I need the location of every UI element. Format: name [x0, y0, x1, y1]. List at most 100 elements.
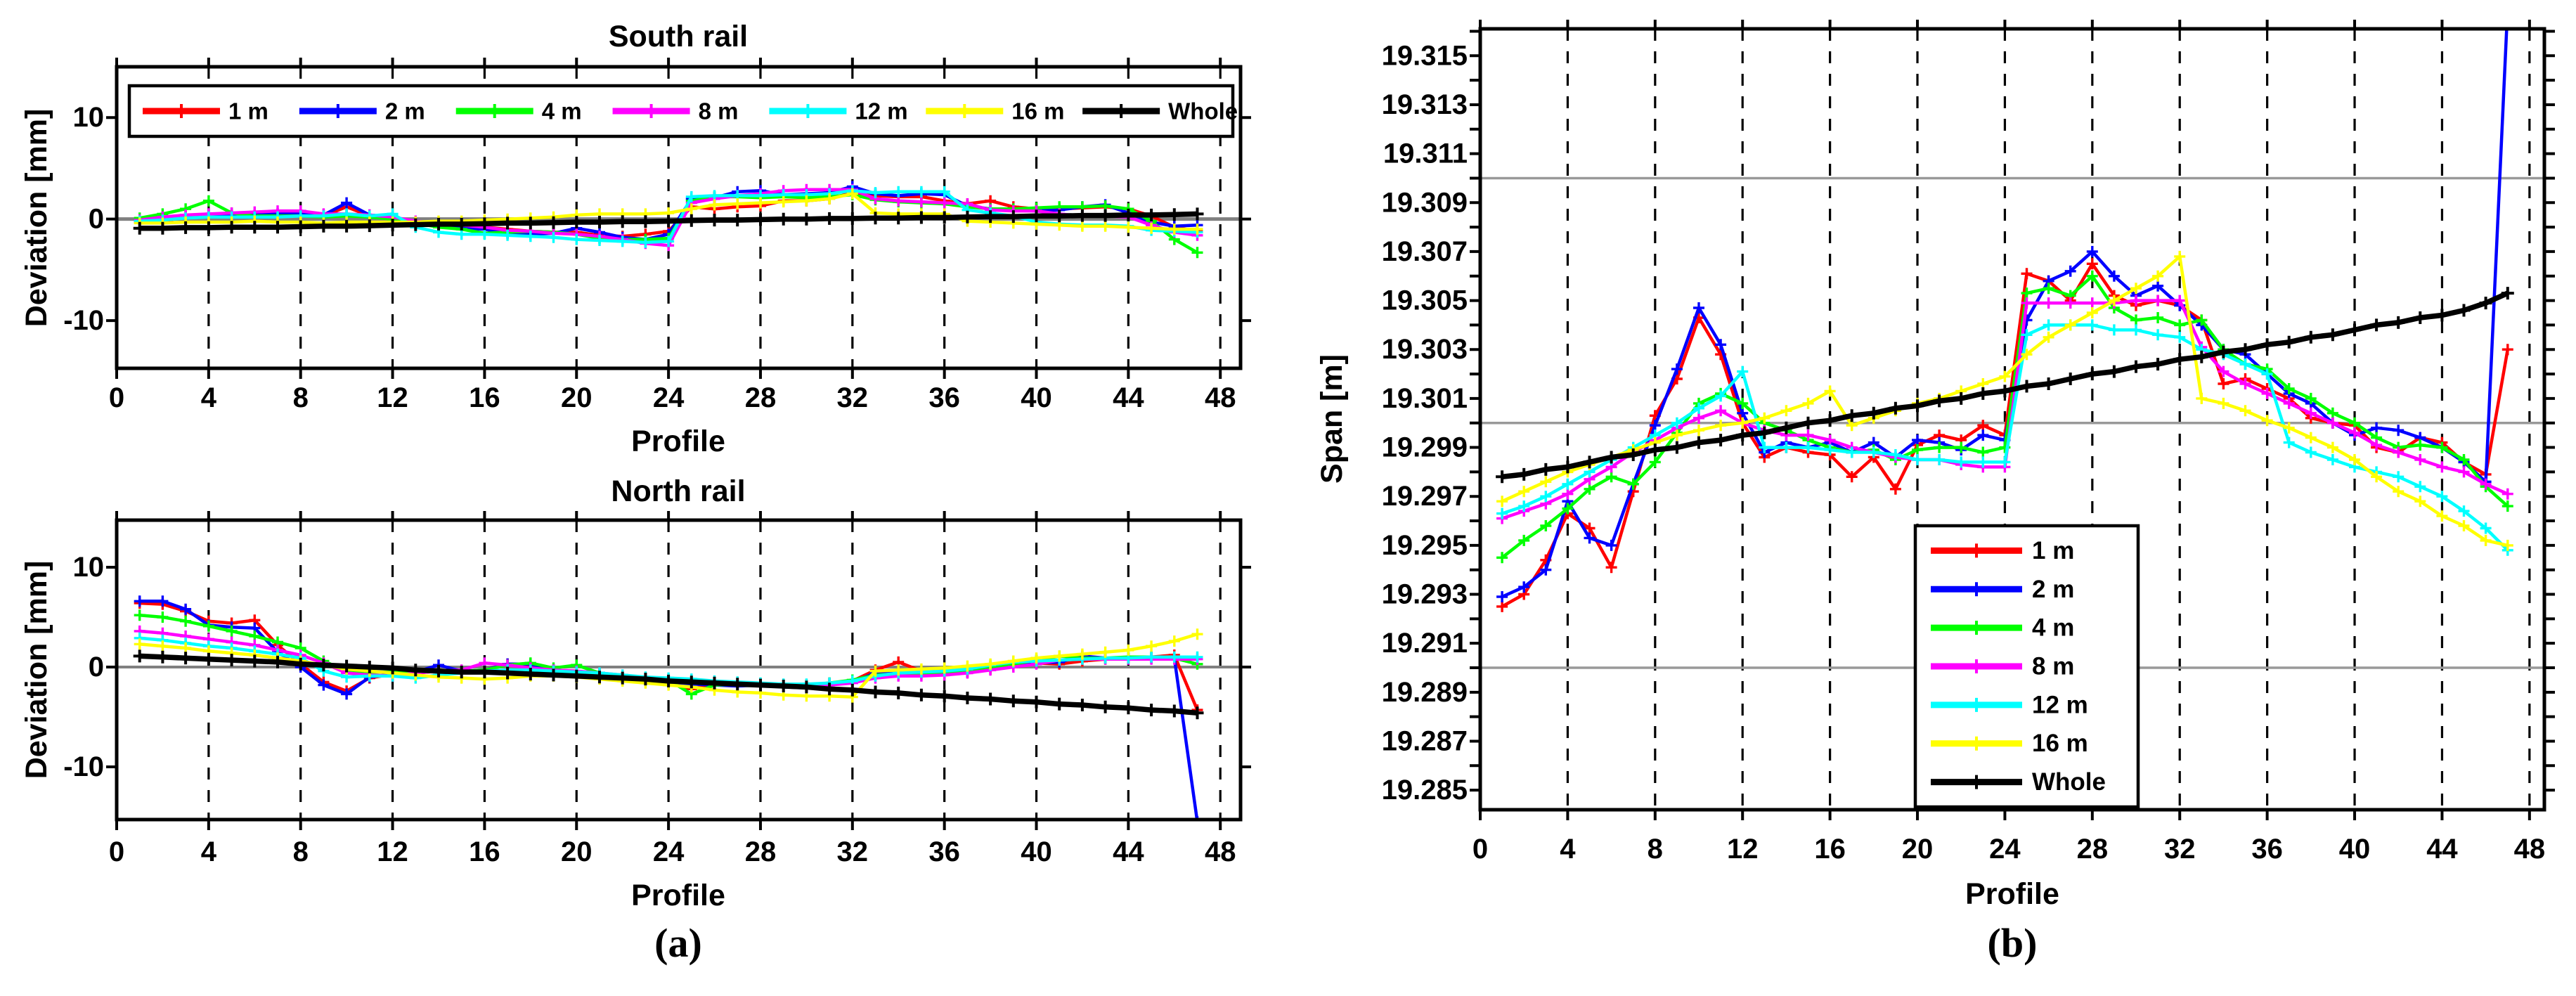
span-xtick-40: 40: [2339, 834, 2371, 865]
panel-b-caption: (b): [1987, 920, 2038, 966]
span-chart: 0 4 8 12 16 20 24 28 32 36 40 44 4819.28519.28719.28…: [1315, 20, 2555, 911]
legend-marker-16m: [1969, 736, 1983, 751]
legend-label-1m: 1 m: [2032, 537, 2074, 564]
span-ylabel: Span [m]: [1315, 354, 1349, 484]
span-series-Whole-markers: [1496, 287, 2514, 484]
south-rail-xtick-48: 48: [1205, 382, 1236, 413]
legend-marker-Whole: [1114, 104, 1129, 118]
south-rail-legend: 1 m 2 m 4 m 8 m 12 m 16 m Whole: [127, 84, 1238, 138]
south-rail-title: South rail: [609, 20, 748, 53]
span-xlabel: Profile: [1965, 877, 2059, 911]
legend-label-4m: 4 m: [542, 98, 582, 124]
legend-marker-2m: [1969, 582, 1983, 597]
span-xtick-16: 16: [1814, 834, 1846, 865]
legend-label-Whole: Whole: [2032, 768, 2106, 796]
north-rail-ytick-1: 0: [89, 652, 104, 683]
south-rail-xtick-0: 0: [109, 382, 124, 413]
south-rail-xtick-12: 12: [377, 382, 408, 413]
south-rail-xtick-40: 40: [1021, 382, 1052, 413]
span-xtick-36: 36: [2251, 834, 2283, 865]
span-xtick-24: 24: [1989, 834, 2021, 865]
legend-label-4m: 4 m: [2032, 614, 2074, 642]
span-xtick-44: 44: [2426, 834, 2458, 865]
span-ytick-0: 19.285: [1382, 775, 1468, 806]
legend-label-16m: 16 m: [2032, 730, 2088, 757]
south-rail-xlabel: Profile: [631, 425, 725, 458]
span-xtick-48: 48: [2514, 834, 2546, 865]
legend-label-12m: 12 m: [855, 98, 907, 124]
north-rail-xtick-24: 24: [653, 836, 685, 867]
north-rail-ytick-2: 10: [73, 552, 105, 583]
north-rail-title: North rail: [611, 474, 745, 508]
south-rail-ylabel: Deviation [mm]: [20, 109, 53, 328]
span-xtick-32: 32: [2164, 834, 2196, 865]
north-rail-frame: [115, 518, 1243, 822]
north-rail-xtick-48: 48: [1205, 836, 1236, 867]
span-ytick-13: 19.311: [1383, 138, 1468, 169]
span-ytick-5: 19.295: [1382, 530, 1468, 561]
south-rail-ytick-1: 0: [89, 204, 104, 235]
legend-label-12m: 12 m: [2032, 691, 2088, 718]
north-rail-xtick-8: 8: [293, 836, 309, 867]
span-ytick-2: 19.289: [1382, 677, 1468, 708]
span-ytick-10: 19.305: [1382, 285, 1468, 316]
span-ytick-7: 19.299: [1382, 432, 1468, 463]
span-ytick-3: 19.291: [1382, 628, 1468, 659]
south-rail-ytick-2: 10: [73, 102, 105, 133]
north-rail-xtick-44: 44: [1113, 836, 1144, 867]
legend-label-8m: 8 m: [2032, 653, 2074, 680]
south-rail-xtick-44: 44: [1113, 382, 1144, 413]
span-xtick-12: 12: [1727, 834, 1759, 865]
north-rail-xtick-16: 16: [469, 836, 500, 867]
south-rail-xtick-20: 20: [561, 382, 593, 413]
north-rail-ylabel: Deviation [mm]: [20, 561, 53, 780]
span-ytick-9: 19.303: [1382, 334, 1468, 365]
south-rail-xtick-8: 8: [293, 382, 309, 413]
legend-marker-16m: [957, 104, 972, 118]
legend-label-Whole: Whole: [1168, 98, 1238, 124]
span-ytick-11: 19.307: [1382, 236, 1468, 267]
south-rail-xtick-24: 24: [653, 382, 685, 413]
legend-marker-Whole: [1969, 775, 1983, 789]
legend-marker-4m: [487, 104, 502, 118]
south-rail-ytick-0: -10: [63, 305, 104, 336]
legend-marker-2m: [330, 104, 345, 118]
span-ytick-14: 19.313: [1382, 89, 1468, 120]
north-rail-xtick-28: 28: [745, 836, 777, 867]
north-rail-xtick-0: 0: [109, 836, 124, 867]
span-ticks: [1470, 20, 2555, 820]
north-rail-xlabel: Profile: [631, 879, 725, 912]
north-rail-xtick-32: 32: [837, 836, 869, 867]
span-xtick-20: 20: [1902, 834, 1934, 865]
north-rail-series-Whole-markers: [133, 649, 1204, 720]
span-frame: [1478, 27, 2546, 812]
legend-label-2m: 2 m: [385, 98, 425, 124]
north-rail-ytick-0: -10: [63, 751, 104, 782]
span-ytick-1: 19.287: [1382, 725, 1468, 756]
north-rail-xtick-36: 36: [928, 836, 960, 867]
span-xtick-0: 0: [1473, 834, 1488, 865]
legend-marker-1m: [1969, 543, 1983, 558]
span-ytick-12: 19.309: [1382, 187, 1468, 218]
north-rail-xtick-4: 4: [201, 836, 217, 867]
legend-marker-12m: [801, 104, 815, 118]
legend-marker-8m: [1969, 659, 1983, 673]
south-rail-series-Whole-markers: [133, 207, 1204, 235]
south-rail-xtick-28: 28: [745, 382, 777, 413]
south-rail-frame: [115, 65, 1243, 370]
legend-label-1m: 1 m: [228, 98, 268, 124]
south-rail-xtick-32: 32: [837, 382, 869, 413]
span-xtick-8: 8: [1648, 834, 1663, 865]
legend-label-8m: 8 m: [699, 98, 739, 124]
span-ytick-8: 19.301: [1382, 383, 1468, 414]
north-rail-ticks: [106, 511, 1251, 830]
span-ytick-4: 19.293: [1382, 579, 1468, 610]
south-rail-xtick-4: 4: [201, 382, 217, 413]
north-rail-xtick-12: 12: [377, 836, 408, 867]
legend-marker-8m: [644, 104, 659, 118]
panel-a-caption: (a): [654, 920, 702, 966]
